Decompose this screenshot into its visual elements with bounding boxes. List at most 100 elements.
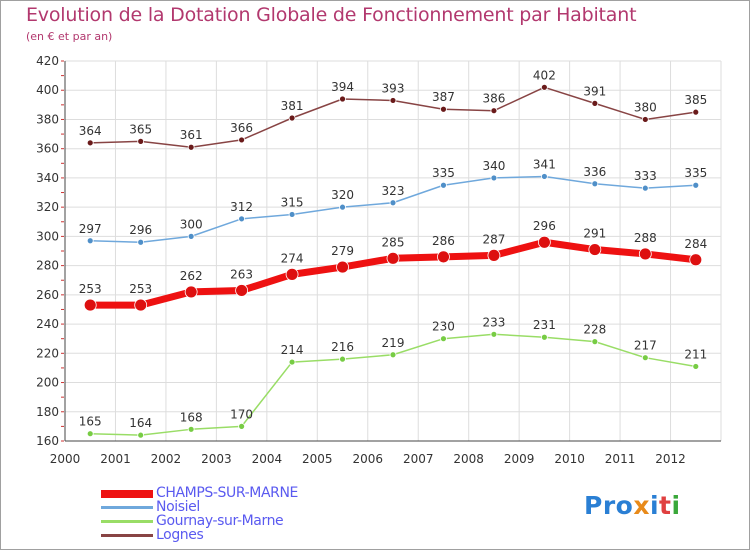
data-point [288,211,296,218]
data-label: 391 [583,84,606,98]
data-label: 365 [129,122,152,136]
legend-label: CHAMPS-SUR-MARNE [156,485,298,501]
data-label: 219 [382,336,405,350]
data-label: 286 [432,234,455,248]
x-tick-label: 2012 [655,452,686,466]
data-point [86,237,94,245]
data-point [184,285,198,299]
data-point [490,330,498,338]
data-point [389,351,397,359]
data-label: 312 [230,200,253,214]
logo-part: i [671,491,681,520]
y-tick-label: 240 [36,317,59,331]
chart-title: Evolution de la Dotation Globale de Fonc… [26,4,637,26]
data-point [187,425,195,433]
data-point [187,232,195,240]
data-point [137,238,145,246]
y-tick-label: 360 [36,142,59,156]
data-point [692,363,700,370]
y-tick-label: 380 [36,112,59,126]
data-point [238,136,246,144]
data-point [490,107,498,115]
data-label: 386 [482,92,505,106]
data-label: 335 [684,166,707,180]
data-label: 296 [533,219,556,233]
data-point [540,173,548,180]
legend-swatch [101,520,153,523]
data-label: 230 [432,320,455,334]
data-point [187,143,195,151]
data-label: 284 [684,237,707,251]
data-label: 323 [382,184,405,198]
data-label: 381 [281,99,304,113]
data-point [285,267,299,281]
data-label: 340 [482,159,505,173]
data-label: 385 [684,93,707,107]
data-label: 228 [583,323,606,337]
data-point [440,181,447,189]
data-point [339,203,346,211]
data-label: 216 [331,340,354,354]
y-tick-label: 160 [36,434,59,448]
data-label: 170 [230,407,253,421]
data-label: 380 [634,100,657,114]
x-tick-label: 2005 [302,452,333,466]
data-label: 300 [180,217,203,231]
data-label: 366 [230,121,253,135]
data-label: 217 [634,339,657,353]
data-point [440,105,447,113]
y-tick-label: 220 [36,346,59,360]
legend-label: Noisiel [156,499,200,515]
data-point [440,335,447,343]
x-tick-label: 2008 [453,452,484,466]
data-point [288,358,296,366]
data-label: 287 [482,232,505,246]
logo-part: i [649,491,660,520]
data-label: 394 [331,80,354,94]
data-point [238,215,246,223]
data-point [689,253,703,267]
data-point [389,97,397,104]
data-point [692,181,700,189]
x-tick-label: 2006 [352,452,383,466]
data-label: 263 [230,267,253,281]
data-label: 168 [180,410,203,424]
proxiti-logo: Proxiti [584,491,681,520]
legend-label: Gournay-sur-Marne [156,513,284,529]
data-point [86,430,94,438]
data-point [235,284,249,297]
legend-swatch [101,490,153,498]
data-point [137,431,145,439]
data-point [288,114,296,122]
x-tick-label: 2001 [100,452,131,466]
data-point [339,95,346,103]
data-label: 296 [129,223,152,237]
data-point [537,235,551,249]
x-tick-label: 2000 [50,452,81,466]
x-tick-label: 2010 [554,452,585,466]
data-point [339,355,346,363]
data-label: 165 [79,415,102,429]
logo-part: t [659,491,672,520]
data-label: 364 [79,124,102,138]
data-label: 361 [180,128,203,142]
data-point [238,422,246,430]
data-label: 393 [382,81,405,95]
data-point [641,184,649,192]
data-label: 164 [129,416,152,430]
data-label: 402 [533,68,556,82]
data-label: 297 [79,222,102,236]
data-point [137,137,145,145]
data-point [692,108,700,116]
logo-part: Pro [584,491,634,520]
data-point [134,298,148,312]
data-point [641,116,649,123]
y-tick-label: 320 [36,200,59,214]
legend-swatch [101,534,153,537]
data-label: 279 [331,244,354,258]
data-label: 333 [634,169,657,183]
y-tick-label: 420 [36,54,59,68]
data-label: 315 [281,195,304,209]
